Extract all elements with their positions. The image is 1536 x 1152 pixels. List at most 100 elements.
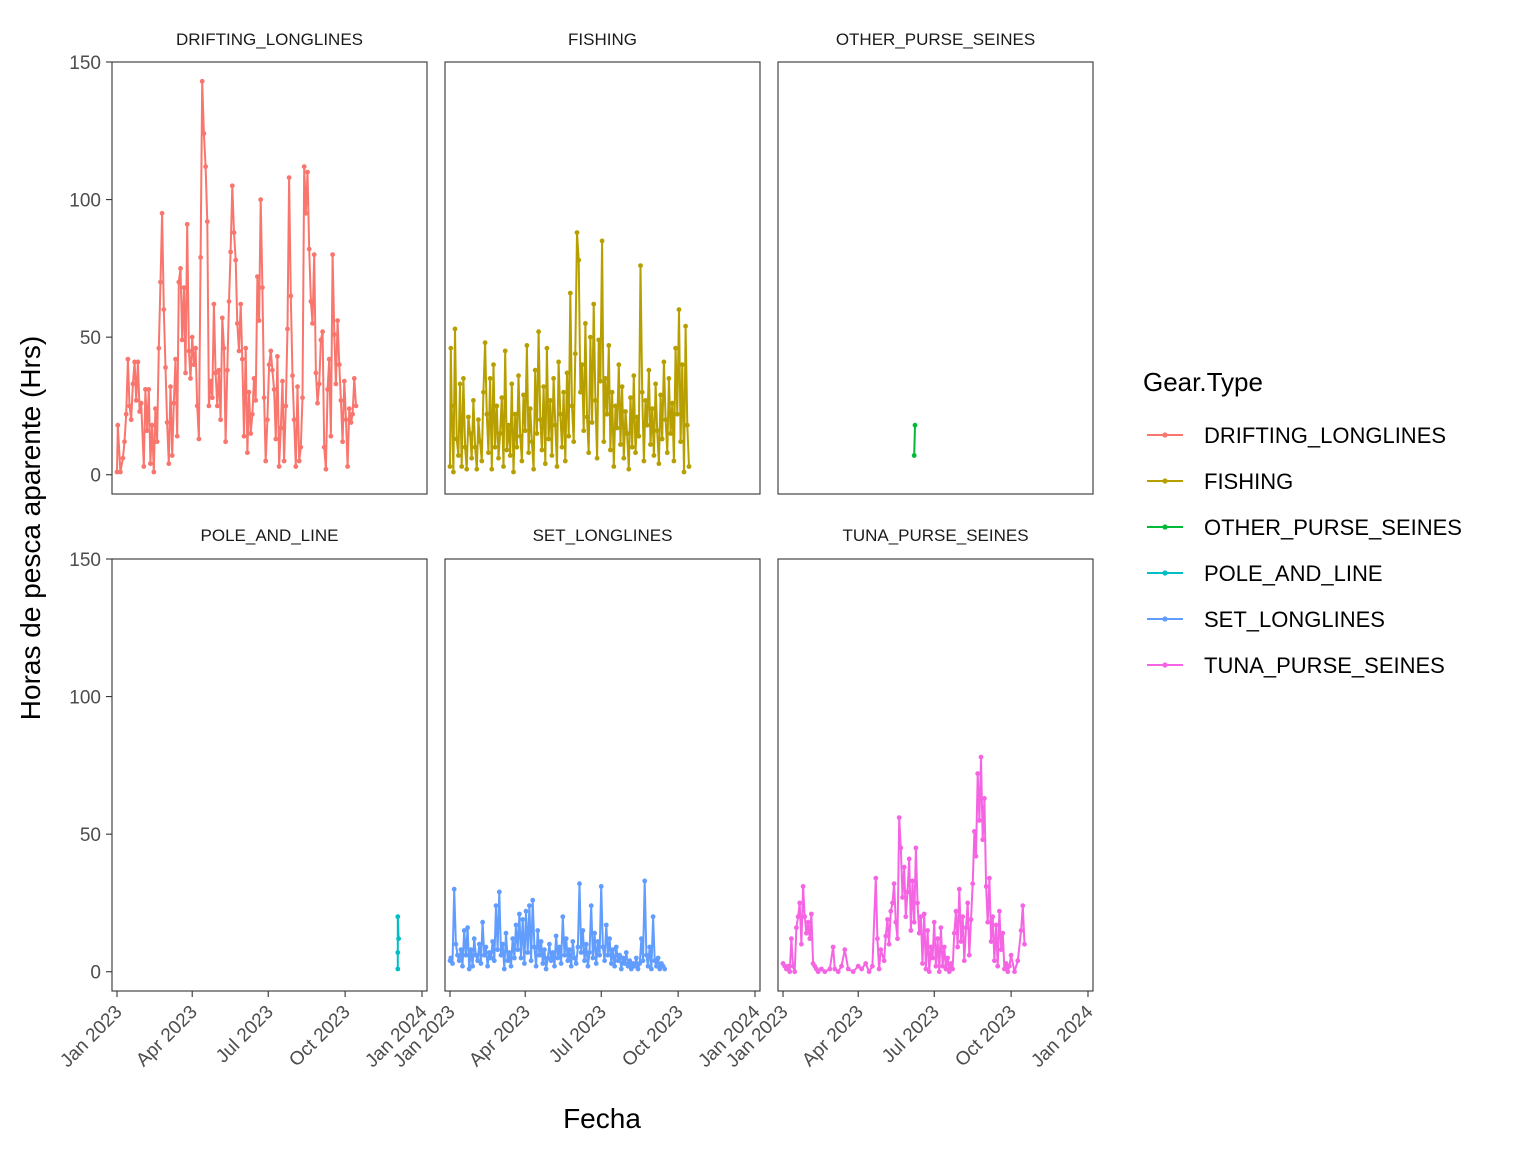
data-point (504, 447, 510, 453)
legend-label: DRIFTING_LONGLINES (1204, 423, 1446, 448)
data-point (650, 914, 656, 920)
data-point (585, 963, 591, 969)
data-point (464, 466, 470, 472)
data-point (639, 936, 644, 942)
data-point (601, 439, 607, 445)
data-point (135, 359, 141, 365)
data-point (953, 908, 959, 914)
data-point (958, 939, 964, 944)
data-point (845, 966, 851, 972)
data-point (683, 323, 688, 329)
data-point (501, 966, 507, 972)
data-point (527, 903, 532, 909)
y-tick-label: 50 (80, 328, 101, 349)
data-point (564, 370, 570, 376)
panel-fishing: FISHING (444, 30, 761, 495)
data-point (335, 318, 340, 323)
data-point (208, 378, 214, 384)
data-point (144, 428, 150, 434)
data-point (618, 966, 624, 972)
data-point (574, 230, 580, 236)
y-tick-label: 100 (69, 191, 101, 212)
data-point (453, 941, 459, 947)
data-point (293, 464, 299, 469)
data-point (455, 952, 460, 958)
data-point (602, 958, 607, 964)
data-point (800, 884, 806, 889)
data-point (560, 914, 566, 920)
data-point (120, 455, 126, 461)
data-point (343, 417, 349, 423)
data-point (525, 950, 531, 955)
data-point (245, 450, 250, 456)
data-point (456, 958, 462, 964)
data-point (822, 969, 828, 975)
data-point (1015, 958, 1021, 964)
data-point (448, 345, 454, 351)
data-point (176, 279, 182, 285)
data-point (640, 958, 646, 964)
data-point (593, 961, 599, 966)
data-point (169, 453, 175, 458)
data-point (286, 175, 292, 181)
data-point (156, 345, 162, 351)
data-point (616, 362, 622, 368)
data-point (866, 969, 872, 975)
data-point (255, 274, 260, 279)
data-point (620, 955, 626, 961)
data-point (965, 900, 971, 906)
data-point (910, 878, 915, 884)
data-point (950, 966, 955, 972)
data-point (918, 914, 924, 920)
data-point (603, 922, 609, 928)
data-point (890, 900, 895, 906)
data-point (457, 381, 463, 387)
facet-strip-label: DRIFTING_LONGLINES (176, 30, 363, 49)
data-point (590, 955, 596, 961)
data-point (881, 958, 887, 964)
data-point (448, 955, 454, 961)
data-point (228, 249, 234, 255)
data-point (209, 395, 215, 401)
data-point (891, 881, 897, 887)
data-point (501, 464, 506, 469)
data-point (638, 263, 643, 268)
data-point (941, 944, 947, 950)
data-point (341, 378, 347, 384)
data-point (634, 414, 640, 420)
data-point (652, 958, 658, 964)
data-point (549, 453, 555, 458)
data-point (325, 387, 330, 392)
data-point (476, 417, 481, 423)
data-point (619, 384, 625, 390)
data-point (463, 952, 469, 958)
data-point (1008, 952, 1014, 958)
data-point (521, 392, 526, 398)
data-point (594, 455, 600, 461)
data-point (792, 969, 798, 975)
data-point (479, 458, 485, 464)
data-point (216, 367, 222, 373)
data-point (653, 381, 658, 387)
data-point (128, 417, 134, 423)
data-point (311, 252, 317, 257)
data-point (238, 301, 244, 307)
data-point (475, 958, 480, 964)
data-point (263, 458, 269, 464)
data-point (832, 966, 838, 972)
data-point (527, 406, 533, 412)
data-point (946, 969, 952, 975)
data-point (578, 950, 584, 955)
data-point (518, 955, 524, 961)
data-point (878, 947, 884, 953)
data-point (204, 219, 210, 225)
data-point (674, 411, 680, 417)
data-point (651, 453, 657, 458)
data-point (481, 389, 486, 395)
data-point (669, 400, 675, 406)
legend-key-point (1162, 570, 1168, 576)
data-point (184, 221, 190, 227)
data-point (644, 422, 650, 428)
data-point (895, 936, 900, 942)
data-point (935, 936, 940, 942)
